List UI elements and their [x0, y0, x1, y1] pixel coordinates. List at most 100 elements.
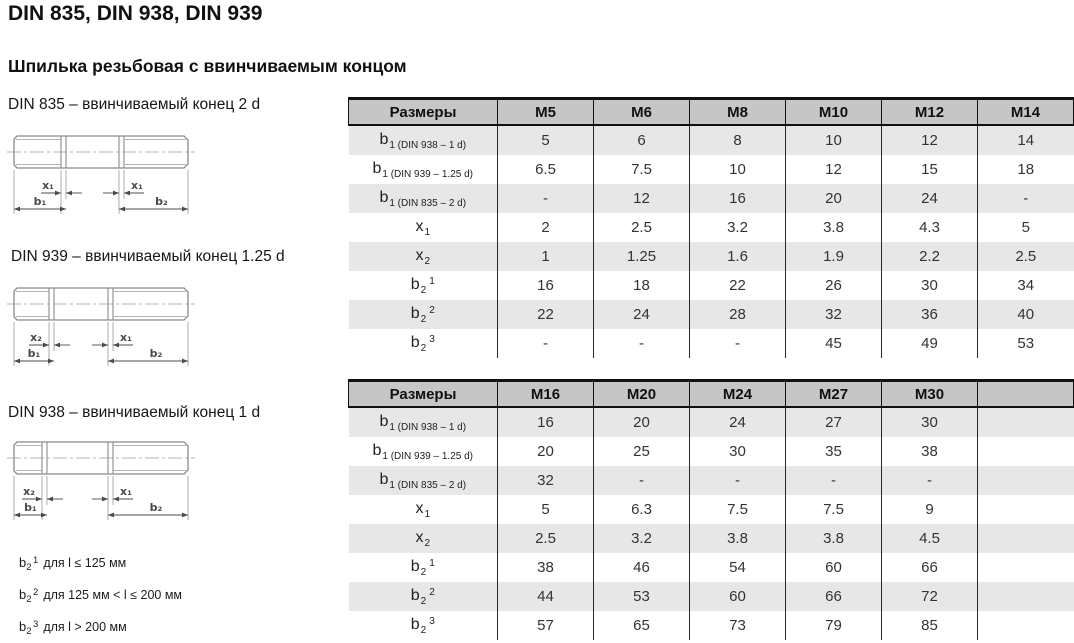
value-cell: 12 — [785, 155, 882, 184]
row-label-subscript: 2 — [420, 566, 427, 578]
figure-caption-din939: DIN 939 – ввинчиваемый конец 1.25 d — [11, 248, 285, 265]
value-cell — [977, 524, 1074, 553]
value-cell: 26 — [785, 271, 882, 300]
page-title: DIN 835, DIN 938, DIN 939 — [8, 2, 263, 25]
value-cell: 2.5 — [977, 242, 1074, 271]
row-label-subscript: 2 — [420, 624, 427, 636]
dim-label-b1: b₁ — [28, 347, 41, 360]
row-label-cell: b1 (DIN 938 – 1 d) — [348, 125, 498, 155]
value-cell: 8 — [689, 125, 786, 155]
row-label-base: b — [410, 615, 420, 633]
dimension-arrow — [60, 206, 66, 212]
value-cell: - — [689, 329, 786, 358]
dim-label-right-x: x₁ — [120, 485, 132, 498]
value-cell: 4.3 — [881, 213, 978, 242]
din939-stud-drawing: x₂ x₁ b₁ b₂ — [7, 287, 195, 366]
value-cell: 24 — [881, 184, 978, 213]
dimension-arrow — [182, 206, 188, 212]
row-label-cell: x2 — [348, 524, 498, 553]
row-label-subscript: 2 — [424, 255, 431, 267]
row-label-subscript: 1 (DIN 938 – 1 d) — [389, 421, 467, 433]
value-cell: 60 — [785, 553, 882, 582]
figure-caption-din938: DIN 938 – ввинчиваемый конец 1 d — [8, 404, 261, 421]
dim-label-right-x: x₁ — [131, 179, 143, 192]
value-cell: 49 — [881, 329, 978, 358]
value-cell: 6.5 — [497, 155, 594, 184]
row-label-base: b — [379, 130, 389, 148]
value-cell: 10 — [785, 125, 882, 155]
row-label-cell: b22 — [348, 582, 498, 611]
footnote-base: b — [19, 619, 27, 634]
value-cell: 1.9 — [785, 242, 882, 271]
din938-stud-drawing: x₂ x₁ b₁ b₂ — [7, 441, 195, 520]
value-cell: 3.2 — [593, 524, 690, 553]
value-cell: 16 — [497, 407, 594, 437]
table-row: b21 38 46 54 60 66 — [348, 553, 1074, 582]
dimension-arrow — [102, 342, 108, 348]
header-cell-size: M20 — [593, 379, 690, 408]
header-cell-dimensions: Размеры — [348, 97, 498, 126]
value-cell: 28 — [689, 300, 786, 329]
table-header-row: Размеры M5 M6 M8 M10 M12 M14 — [348, 97, 1074, 126]
value-cell: 3.8 — [785, 524, 882, 553]
dimension-arrow — [182, 512, 188, 518]
value-cell: 2.2 — [881, 242, 978, 271]
value-cell: 7.5 — [593, 155, 690, 184]
value-cell: 32 — [497, 466, 594, 495]
value-cell: 79 — [785, 611, 882, 640]
value-cell: 73 — [689, 611, 786, 640]
dimension-table: Размеры M16 M20 M24 M27 M30 b1 (DIN 938 – 1 d)… — [348, 379, 1074, 640]
value-cell: 53 — [977, 329, 1074, 358]
footnote: b21 для l ≤ 125 мм — [19, 555, 126, 573]
row-label-subscript: 1 (DIN 835 – 2 d) — [389, 197, 467, 209]
row-label-base: b — [379, 470, 389, 488]
subtitle: Шпилька резьбовая с ввинчиваемым концом — [8, 56, 407, 76]
row-label-subscript: 1 — [424, 226, 431, 238]
value-cell: 85 — [881, 611, 978, 640]
value-cell: 2 — [497, 213, 594, 242]
row-label-superscript: 2 — [429, 304, 435, 316]
row-label-base: x — [415, 217, 424, 235]
value-cell — [977, 407, 1074, 437]
value-cell: - — [497, 184, 594, 213]
table-row: b1 (DIN 939 – 1.25 d) 6.5 7.5 10 12 15 18 — [348, 155, 1074, 184]
row-label-base: b — [410, 275, 420, 293]
din835-stud-drawing: x₁ x₁ b₁ b₂ — [7, 135, 195, 214]
dim-label-b2: b₂ — [150, 347, 163, 360]
row-label-base: x — [415, 499, 424, 517]
row-label-cell: b23 — [348, 611, 498, 640]
value-cell: 30 — [881, 271, 978, 300]
value-cell: 38 — [497, 553, 594, 582]
value-cell: - — [593, 329, 690, 358]
value-cell: - — [689, 466, 786, 495]
dimension-arrow — [108, 358, 114, 364]
table-row: b22 44 53 60 66 72 — [348, 582, 1074, 611]
header-cell-size: M27 — [785, 379, 882, 408]
header-cell-dimensions: Размеры — [348, 379, 498, 408]
row-label-base: b — [379, 412, 389, 430]
table-row: b1 (DIN 938 – 1 d) 16 20 24 27 30 — [348, 407, 1074, 437]
table-row: b1 (DIN 939 – 1.25 d) 20 25 30 35 38 — [348, 437, 1074, 466]
row-label-base: b — [372, 159, 382, 177]
footnote: b22 для 125 мм < l ≤ 200 мм — [19, 587, 182, 605]
value-cell: 30 — [881, 407, 978, 437]
footnote-superscript: 2 — [33, 587, 39, 598]
footnote-superscript: 3 — [33, 619, 39, 630]
row-label-cell: b1 (DIN 939 – 1.25 d) — [348, 155, 498, 184]
header-cell-size — [977, 379, 1074, 408]
value-cell: 25 — [593, 437, 690, 466]
dimension-table-m5-m14: Размеры M5 M6 M8 M10 M12 M14 b1 (DIN 938 – 1 d)… — [348, 97, 1074, 358]
value-cell: 27 — [785, 407, 882, 437]
value-cell — [977, 466, 1074, 495]
row-label-base: b — [410, 333, 420, 351]
value-cell: 53 — [593, 582, 690, 611]
value-cell: 9 — [881, 495, 978, 524]
row-label-cell: x1 — [348, 495, 498, 524]
value-cell: 35 — [785, 437, 882, 466]
dimension-table: Размеры M5 M6 M8 M10 M12 M14 b1 (DIN 938 – 1 d)… — [348, 97, 1074, 358]
value-cell: - — [881, 466, 978, 495]
value-cell: 16 — [689, 184, 786, 213]
dimension-arrow — [102, 496, 108, 502]
table-row: b1 (DIN 835 – 2 d) 32- - - - — [348, 466, 1074, 495]
value-cell: 18 — [593, 271, 690, 300]
